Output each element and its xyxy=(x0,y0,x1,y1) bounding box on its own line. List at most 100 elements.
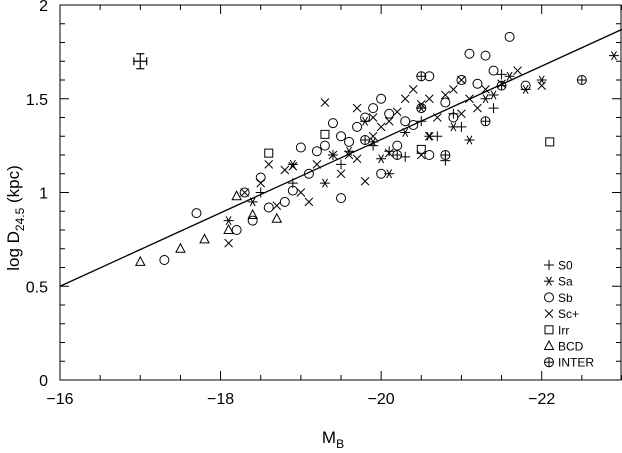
fit-line xyxy=(59,28,622,287)
data-point xyxy=(513,66,522,75)
data-point xyxy=(448,122,459,132)
data-point xyxy=(312,160,322,169)
data-point xyxy=(537,81,547,90)
data-point xyxy=(392,140,403,151)
data-point xyxy=(327,118,338,129)
legend-label: INTER xyxy=(558,356,594,370)
data-point xyxy=(320,98,330,107)
data-point xyxy=(400,151,411,162)
data-point xyxy=(272,201,282,210)
data-point xyxy=(279,196,290,207)
data-point xyxy=(336,193,346,204)
data-point xyxy=(376,93,387,104)
data-point xyxy=(384,148,394,158)
x-axis-title: MB xyxy=(322,428,344,451)
series-bcd xyxy=(134,190,283,266)
data-point xyxy=(360,112,371,123)
data-point xyxy=(295,142,306,153)
series-s0 xyxy=(255,69,507,198)
data-point xyxy=(175,242,186,253)
data-point xyxy=(368,113,378,122)
data-point xyxy=(287,159,298,169)
legend-marker xyxy=(544,357,554,368)
data-point xyxy=(480,116,491,127)
legend-label: Irr xyxy=(558,323,569,337)
data-point xyxy=(457,75,466,85)
y-tick-label: 2 xyxy=(39,0,48,15)
data-point xyxy=(320,129,330,139)
y-tick-label: 1.5 xyxy=(26,92,48,109)
legend-marker xyxy=(544,309,554,318)
data-point xyxy=(255,172,266,183)
data-point xyxy=(303,168,314,179)
data-point xyxy=(304,197,314,207)
data-point xyxy=(368,137,379,147)
data-point xyxy=(239,187,250,198)
data-point xyxy=(368,131,378,141)
legend-marker xyxy=(544,292,554,303)
y-tick-label: 0.5 xyxy=(26,279,48,296)
legend: S0 Sa Sb Sc+ Irr BCD INTER xyxy=(543,259,594,370)
data-point xyxy=(441,90,450,100)
data-point xyxy=(472,78,483,89)
data-point xyxy=(488,90,499,100)
data-point xyxy=(416,71,427,82)
data-marks xyxy=(59,28,622,287)
data-point xyxy=(448,108,459,119)
data-point xyxy=(264,148,274,158)
data-point xyxy=(520,84,531,94)
data-point xyxy=(352,121,363,132)
x-tick-label: −20 xyxy=(368,391,395,408)
data-point xyxy=(408,120,419,130)
x-tick-label: −16 xyxy=(46,391,73,408)
data-point xyxy=(159,255,170,265)
data-point xyxy=(608,51,619,61)
data-point xyxy=(400,94,410,104)
data-point xyxy=(576,75,587,85)
data-point xyxy=(247,215,258,226)
error-bar xyxy=(133,53,148,70)
legend-label: Sc+ xyxy=(558,307,579,321)
legend-item: BCD xyxy=(543,340,584,354)
data-point xyxy=(376,154,387,164)
data-point xyxy=(319,178,330,188)
data-point xyxy=(384,116,394,126)
data-point xyxy=(224,238,233,248)
legend-item: S0 xyxy=(544,259,573,273)
data-point xyxy=(376,168,387,179)
data-point xyxy=(424,94,434,104)
data-point xyxy=(536,75,547,85)
data-point xyxy=(352,103,362,113)
data-point xyxy=(384,108,395,119)
data-point xyxy=(504,71,515,81)
data-point xyxy=(465,94,474,104)
data-point xyxy=(231,225,242,235)
data-point xyxy=(368,103,379,114)
data-point xyxy=(191,208,202,219)
data-point xyxy=(488,65,499,76)
legend-label: S0 xyxy=(558,259,573,273)
data-point xyxy=(504,31,515,42)
data-point xyxy=(440,97,451,108)
legend-item: Sc+ xyxy=(544,307,579,321)
data-point xyxy=(432,113,442,122)
data-point xyxy=(545,137,555,147)
legend-item: Sa xyxy=(544,275,573,289)
data-point xyxy=(360,135,371,145)
legend-label: BCD xyxy=(558,340,584,354)
data-point xyxy=(319,140,330,151)
y-axis-title: log D24.5 (kpc) xyxy=(4,165,27,271)
data-point xyxy=(336,159,346,170)
y-tick-label: 0 xyxy=(39,373,48,390)
data-point xyxy=(400,116,411,127)
series-irr xyxy=(264,129,555,158)
data-point xyxy=(464,48,475,59)
legend-marker xyxy=(544,260,554,270)
data-point xyxy=(449,85,458,94)
series-sa xyxy=(223,51,619,226)
legend-item: INTER xyxy=(544,356,594,370)
legend-marker xyxy=(544,325,554,335)
data-point xyxy=(416,144,426,154)
data-point xyxy=(457,109,466,119)
